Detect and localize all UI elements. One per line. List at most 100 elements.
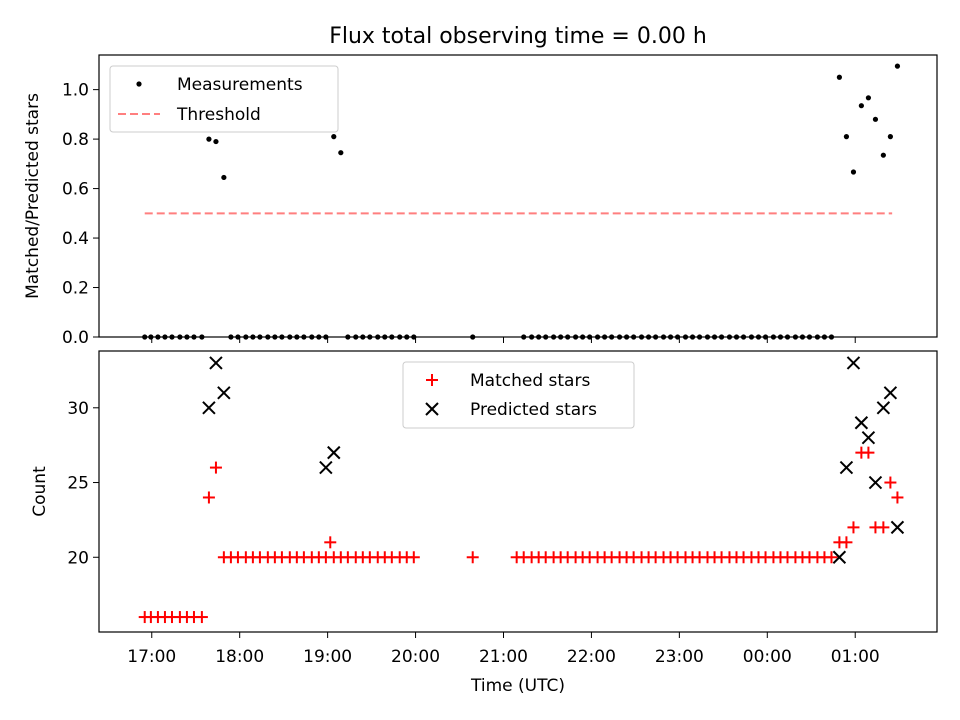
matched-star-point xyxy=(407,551,420,564)
count-points xyxy=(138,356,905,624)
legend-measurements-label: Measurements xyxy=(177,75,303,95)
cross-stroke xyxy=(854,416,869,430)
cross-stroke xyxy=(890,520,905,535)
measurement-point xyxy=(872,116,879,122)
predicted-star-point xyxy=(846,356,861,370)
matched-star-point xyxy=(825,551,838,564)
top-y-axis-label: Matched/Predicted stars xyxy=(23,93,43,299)
predicted-star-point xyxy=(839,460,854,475)
bottom-axes: 20 25 30 17:00 18:00 19:00 20:00 21:00 22:00 23:… xyxy=(30,350,938,696)
legend-predicted-marker xyxy=(425,402,439,416)
bottom-x-tick-label: 22:00 xyxy=(567,647,616,667)
top-y-tick-label: 0.4 xyxy=(62,229,89,249)
bottom-legend-box xyxy=(402,361,635,429)
top-plot-frame xyxy=(98,54,938,338)
legend-measurements-marker xyxy=(136,81,142,87)
matched-star-point xyxy=(324,536,337,549)
legend-predicted-label: Predicted stars xyxy=(470,400,597,420)
cross-stroke xyxy=(846,356,861,370)
top-y-tick-label: 0.8 xyxy=(62,130,89,150)
cross-stroke xyxy=(876,401,891,415)
measurement-point xyxy=(213,138,219,145)
matched-star-point xyxy=(840,536,853,549)
top-axes: 0.0 0.2 0.4 0.6 0.8 1.0 Matched/Predicted sta… xyxy=(23,54,938,348)
x-axis-label: Time (UTC) xyxy=(470,676,565,696)
measurement-point xyxy=(338,150,344,156)
cross-stroke xyxy=(883,386,898,400)
cross-stroke xyxy=(832,550,847,564)
predicted-star-point xyxy=(217,386,231,400)
cross-stroke xyxy=(209,356,223,370)
legend-matched-label: Matched stars xyxy=(470,371,590,391)
cross-stroke xyxy=(868,475,883,490)
top-y-tick-label: 0.2 xyxy=(62,279,89,299)
predicted-star-point xyxy=(832,550,847,564)
measurement-point xyxy=(880,152,886,158)
figure-title: Flux total observing time = 0.00 h xyxy=(329,24,707,49)
measurement-point xyxy=(206,136,212,142)
measurement-point xyxy=(865,95,872,101)
measurement-point xyxy=(331,134,337,140)
cross-stroke xyxy=(202,401,216,415)
measurement-point xyxy=(843,134,850,140)
bottom-y-tick-label: 20 xyxy=(67,548,89,568)
measurement-point xyxy=(836,74,842,80)
top-legend-box xyxy=(109,65,339,133)
bottom-y-tick-label: 30 xyxy=(67,399,89,419)
bottom-x-tick-label: 23:00 xyxy=(655,647,704,667)
bottom-legend: Matched stars Predicted stars xyxy=(402,361,635,429)
matched-star-point xyxy=(466,551,479,564)
top-y-ticks: 0.0 0.2 0.4 0.6 0.8 1.0 xyxy=(62,81,99,348)
bottom-x-tick-label: 17:00 xyxy=(127,647,176,667)
bottom-x-tick-label: 18:00 xyxy=(215,647,264,667)
top-y-tick-label: 0.6 xyxy=(62,180,89,200)
cross-stroke xyxy=(319,460,333,475)
measurement-point xyxy=(887,134,893,140)
bottom-x-ticks: 17:00 18:00 19:00 20:00 21:00 22:00 23:00 00:00… xyxy=(127,632,880,667)
measurement-point xyxy=(858,103,864,109)
bottom-plot-frame xyxy=(98,350,938,633)
bottom-x-tick-label: 19:00 xyxy=(303,647,352,667)
matched-star-point xyxy=(862,446,875,459)
legend-plus-glyph xyxy=(426,374,438,386)
predicted-star-point xyxy=(876,401,891,415)
bottom-x-tick-label: 01:00 xyxy=(831,647,880,667)
predicted-star-point xyxy=(868,475,883,490)
matched-star-point xyxy=(209,461,222,474)
measurement-point xyxy=(894,63,901,69)
predicted-star-point xyxy=(327,445,341,460)
predicted-star-point xyxy=(319,460,333,475)
bottom-x-tick-label: 00:00 xyxy=(743,647,792,667)
cross-stroke xyxy=(839,460,854,475)
predicted-star-point xyxy=(202,401,216,415)
top-y-tick-label: 0.0 xyxy=(62,328,89,348)
legend-cross-glyph xyxy=(425,402,439,416)
bottom-y-tick-label: 25 xyxy=(67,474,89,494)
matched-star-point xyxy=(884,476,897,489)
bottom-x-tick-label: 20:00 xyxy=(391,647,440,667)
matched-star-point xyxy=(847,521,860,534)
legend-threshold-label: Threshold xyxy=(176,105,261,125)
top-y-tick-label: 1.0 xyxy=(62,81,89,101)
matched-star-point xyxy=(877,521,890,534)
cross-stroke xyxy=(327,445,341,460)
predicted-star-point xyxy=(890,520,905,535)
cross-stroke xyxy=(217,386,231,400)
matched-star-point xyxy=(195,611,208,624)
top-legend: Measurements Threshold xyxy=(109,65,339,133)
cross-stroke xyxy=(425,402,439,416)
bottom-x-tick-label: 21:00 xyxy=(479,647,528,667)
predicted-star-point xyxy=(883,386,898,400)
matched-star-point xyxy=(891,491,904,504)
legend-matched-marker xyxy=(426,374,438,386)
cross-stroke xyxy=(861,430,876,445)
predicted-star-point xyxy=(861,430,876,445)
bottom-y-ticks: 20 25 30 xyxy=(67,399,99,568)
measurement-point xyxy=(221,174,227,181)
measurement-point xyxy=(850,169,857,175)
predicted-star-point xyxy=(854,416,869,430)
measurement-points xyxy=(142,63,901,340)
matched-star-point xyxy=(202,491,215,504)
predicted-star-point xyxy=(209,356,223,370)
